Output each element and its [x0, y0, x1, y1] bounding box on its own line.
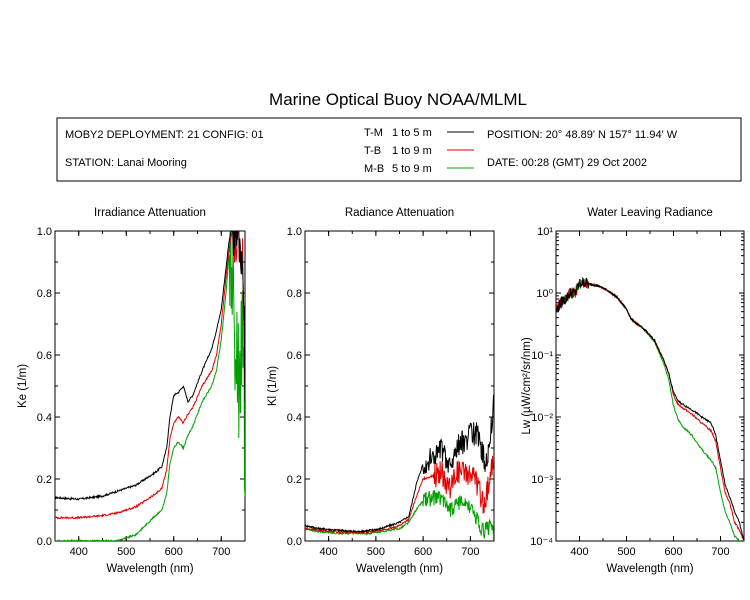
- series-line-m-b: [556, 277, 744, 541]
- y-tick-label: 0.4: [287, 412, 302, 424]
- y-axis-label: Kl (1/m): [267, 366, 279, 406]
- plot-frame: [54, 230, 246, 542]
- y-tick-label: 0.2: [37, 474, 52, 486]
- y-tick-label: 10⁰: [536, 288, 553, 300]
- figure-title: Marine Optical Buoy NOAA/MLML: [269, 90, 527, 109]
- series-line-m-b: [305, 490, 494, 541]
- legend-range-mb: 5 to 9 m: [392, 163, 432, 175]
- y-axis-label: Ke (1/m): [17, 364, 29, 408]
- y-tick-label: 10¹: [537, 226, 553, 238]
- x-tick-label: 600: [165, 546, 183, 558]
- chart-title: Irradiance Attenuation: [94, 207, 206, 219]
- legend-code-tb: T-B: [364, 145, 381, 157]
- legend-code-tm: T-M: [364, 127, 383, 139]
- x-tick-label: 500: [367, 546, 385, 558]
- x-tick-label: 700: [711, 546, 729, 558]
- x-axis-label: Wavelength (nm): [106, 563, 193, 575]
- x-tick-label: 700: [212, 546, 230, 558]
- series-line-t-b: [556, 279, 744, 541]
- y-tick-label: 1.0: [37, 226, 52, 238]
- series-line-t-m: [305, 394, 494, 534]
- chart-2: Radiance Attenuation 0.0 0.2 0.4 0.6 0.8 1.0 40…: [267, 207, 495, 575]
- y-tick-label: 10⁻²: [531, 412, 553, 424]
- chart-title: Radiance Attenuation: [345, 207, 454, 219]
- legend-range-tm: 1 to 5 m: [392, 127, 432, 139]
- date-label: DATE: 00:28 (GMT) 29 Oct 2002: [487, 157, 647, 169]
- y-tick-label: 0.0: [37, 536, 52, 548]
- y-tick-label: 0.8: [37, 288, 52, 300]
- x-axis-label: Wavelength (nm): [606, 563, 693, 575]
- y-tick-label: 0.6: [287, 350, 302, 362]
- x-tick-label: 600: [414, 546, 432, 558]
- position-label: POSITION: 20° 48.89' N 157° 11.94' W: [487, 129, 678, 141]
- chart-title: Water Leaving Radiance: [587, 207, 713, 219]
- legend-range-tb: 1 to 9 m: [392, 145, 432, 157]
- legend-code-mb: M-B: [364, 163, 384, 175]
- y-tick-label: 0.8: [287, 288, 302, 300]
- legend: T-M 1 to 5 m T-B 1 to 9 m M-B 5 to 9 m: [364, 127, 474, 175]
- series-line-t-b: [55, 231, 245, 520]
- y-tick-label: 0.4: [37, 412, 52, 424]
- y-tick-label: 0.6: [37, 350, 52, 362]
- series-line-t-m: [556, 276, 744, 541]
- chart-3: Water Leaving Radiance 10⁻⁴ 10⁻³ 10⁻² 10⁻¹ 10…: [521, 207, 745, 575]
- chart-1: Irradiance Attenuation 0.0 0.2 0.4 0.6 0.8 1.0…: [17, 207, 246, 575]
- x-tick-label: 500: [117, 546, 135, 558]
- deployment-label: MOBY2 DEPLOYMENT: 21 CONFIG: 01: [65, 129, 264, 141]
- plot-frame: [304, 230, 495, 542]
- x-axis-label: Wavelength (nm): [356, 563, 443, 575]
- x-tick-label: 400: [70, 546, 88, 558]
- y-tick-label: 1.0: [287, 226, 302, 238]
- y-axis-label: Lw (µW/cm²/sr/nm): [521, 337, 533, 435]
- x-tick-label: 400: [570, 546, 588, 558]
- x-tick-label: 500: [617, 546, 635, 558]
- y-tick-label: 10⁻¹: [531, 350, 553, 362]
- series-line-m-b: [55, 231, 245, 541]
- plots: Irradiance Attenuation 0.0 0.2 0.4 0.6 0.8 1.0…: [17, 207, 745, 575]
- x-tick-label: 400: [319, 546, 337, 558]
- y-tick-label: 10⁻³: [531, 474, 553, 486]
- series-line-t-b: [305, 455, 494, 535]
- y-tick-label: 0.2: [287, 474, 302, 486]
- info-box: [56, 117, 742, 182]
- x-tick-label: 600: [664, 546, 682, 558]
- y-tick-label: 0.0: [287, 536, 302, 548]
- series-line-t-m: [55, 231, 245, 501]
- x-tick-label: 700: [461, 546, 479, 558]
- y-tick-label: 10⁻⁴: [530, 536, 553, 548]
- plot-frame: [555, 230, 745, 542]
- station-label: STATION: Lanai Mooring: [65, 157, 187, 169]
